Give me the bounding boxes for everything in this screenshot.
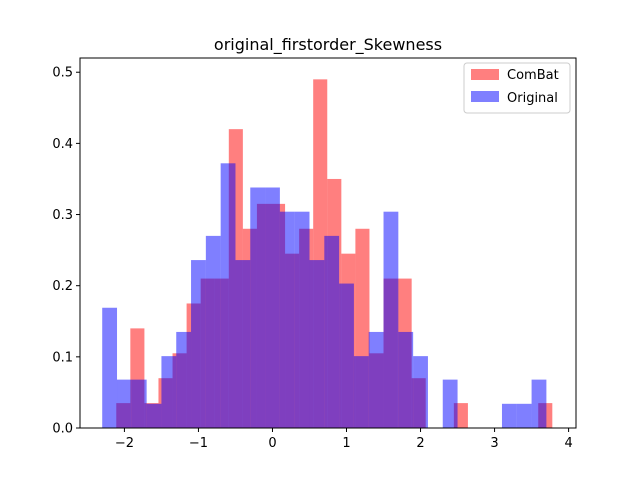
legend-swatch-combat — [471, 69, 499, 80]
bar-original — [309, 260, 325, 428]
bar-original — [235, 260, 251, 428]
legend-swatch-original — [471, 91, 499, 102]
bar-original — [339, 283, 354, 428]
legend-label-original: Original — [507, 91, 558, 106]
bar-original — [368, 331, 384, 428]
y-tick-label: 0.3 — [52, 208, 73, 223]
bar-original — [442, 379, 458, 428]
x-tick-label: 4 — [564, 436, 572, 451]
x-tick-label: 3 — [490, 436, 498, 451]
bar-original — [250, 187, 266, 428]
y-tick-label: 0.0 — [52, 422, 73, 437]
plot-frame — [79, 57, 577, 429]
bar-original — [117, 379, 132, 428]
bar-original — [531, 379, 547, 428]
legend-label-combat: ComBat — [507, 68, 559, 83]
bar-original — [383, 211, 399, 428]
bar-original — [161, 356, 177, 428]
bar-original — [146, 403, 162, 428]
x-axis-ticks: −2 −1 0 1 2 3 4 — [115, 428, 573, 451]
y-tick-label: 0.4 — [52, 137, 73, 152]
x-tick-label: 0 — [268, 436, 276, 451]
x-tick-label: −1 — [189, 436, 208, 451]
bar-original — [265, 187, 280, 428]
bar-original — [191, 260, 206, 428]
bar-original — [131, 379, 147, 428]
legend: ComBat Original — [463, 62, 571, 114]
series-original — [102, 163, 547, 428]
bar-original — [516, 403, 532, 428]
bar-original — [353, 356, 369, 428]
y-tick-label: 0.1 — [52, 350, 73, 365]
bar-original — [205, 235, 221, 428]
bar-original — [294, 211, 310, 428]
bar-original — [220, 163, 236, 428]
bar-original — [102, 307, 118, 428]
bar-original — [176, 331, 192, 428]
x-tick-label: 1 — [342, 436, 350, 451]
y-tick-label: 0.5 — [52, 66, 73, 81]
bars-layer — [102, 79, 553, 428]
bar-original — [324, 235, 340, 428]
y-axis-ticks: 0.0 0.1 0.2 0.3 0.4 0.5 — [52, 66, 80, 437]
bar-original — [501, 403, 517, 428]
x-tick-label: −2 — [115, 436, 134, 451]
y-tick-label: 0.2 — [52, 279, 73, 294]
bar-original — [413, 356, 428, 428]
chart-title: original_firstorder_Skewness — [214, 35, 442, 55]
bar-original — [279, 211, 295, 428]
bar-original — [398, 331, 414, 428]
x-tick-label: 2 — [416, 436, 424, 451]
